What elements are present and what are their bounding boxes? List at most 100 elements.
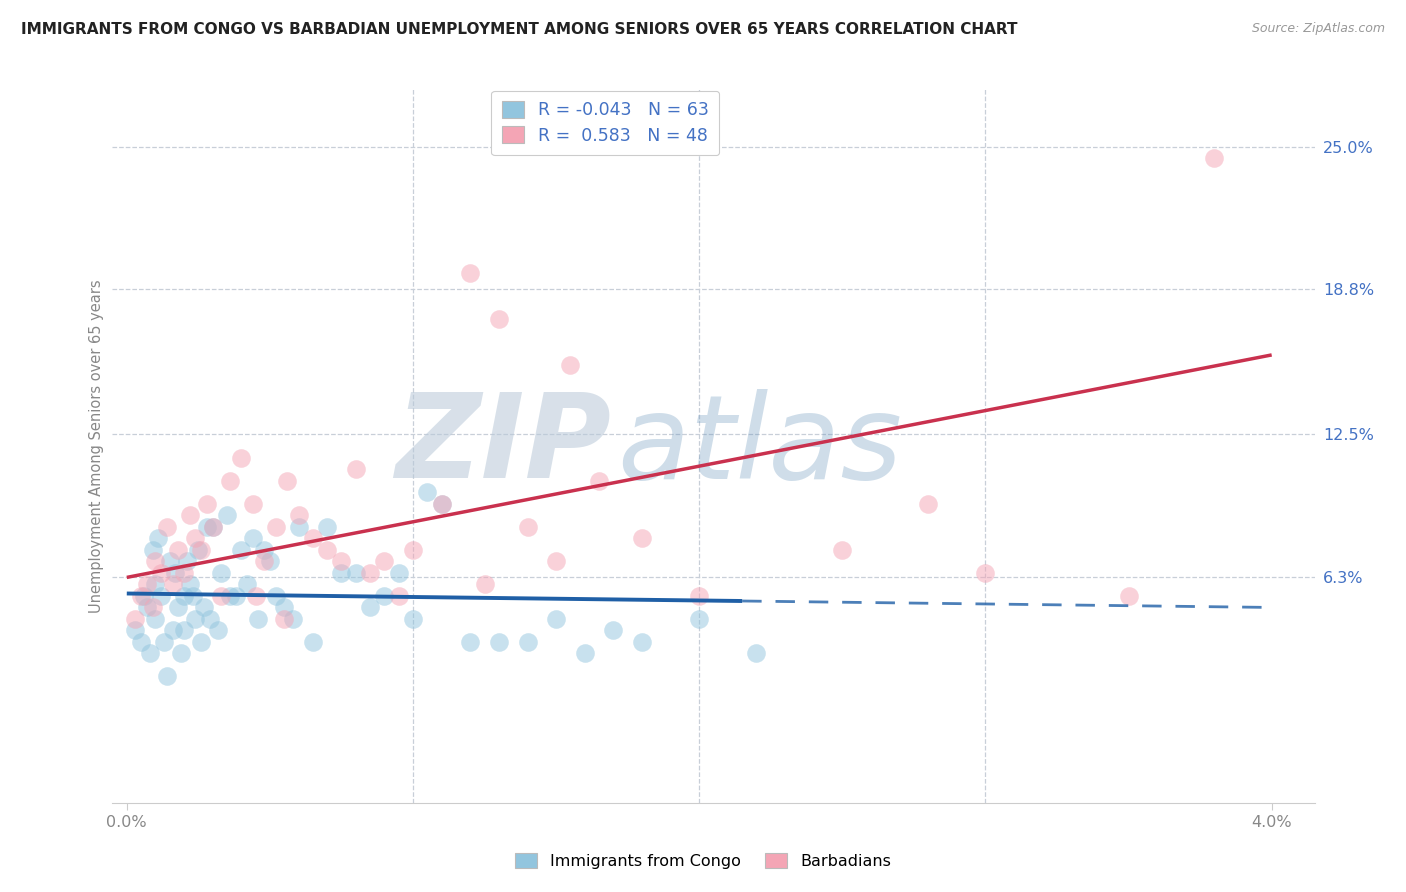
Point — [245, 589, 267, 603]
Text: IMMIGRANTS FROM CONGO VS BARBADIAN UNEMPLOYMENT AMONG SENIORS OVER 65 YEARS CORR: IMMIGRANTS FROM CONGO VS BARBADIAN UNEMP… — [21, 22, 1018, 37]
Point — [162, 577, 184, 591]
Point — [187, 542, 209, 557]
Point — [141, 542, 163, 557]
Point — [179, 577, 201, 591]
Point — [1118, 589, 1140, 603]
Legend: Immigrants from Congo, Barbadians: Immigrants from Congo, Barbadians — [508, 846, 898, 877]
Point — [150, 589, 173, 603]
Point — [176, 554, 198, 568]
Legend: R = -0.043   N = 63, R =  0.583   N = 48: R = -0.043 N = 63, R = 0.583 N = 48 — [491, 91, 720, 155]
Point — [218, 474, 240, 488]
Point — [148, 531, 170, 545]
Point — [145, 577, 167, 591]
Point — [145, 612, 167, 626]
Point — [135, 600, 157, 615]
Point — [225, 589, 247, 603]
Point — [388, 589, 411, 603]
Point — [388, 566, 411, 580]
Point — [181, 589, 204, 603]
Point — [330, 554, 353, 568]
Point — [173, 623, 195, 637]
Point — [190, 634, 212, 648]
Point — [588, 474, 610, 488]
Point — [631, 634, 654, 648]
Point — [173, 566, 195, 580]
Point — [688, 612, 710, 626]
Point — [276, 474, 298, 488]
Point — [170, 646, 193, 660]
Point — [359, 600, 381, 615]
Point — [430, 497, 453, 511]
Point — [253, 542, 276, 557]
Point — [179, 508, 201, 522]
Point — [373, 589, 395, 603]
Point — [159, 554, 181, 568]
Point — [458, 266, 481, 280]
Point — [745, 646, 768, 660]
Point — [193, 600, 215, 615]
Point — [344, 566, 367, 580]
Point — [218, 589, 240, 603]
Point — [316, 519, 339, 533]
Point — [156, 669, 179, 683]
Text: atlas: atlas — [617, 389, 903, 503]
Point — [330, 566, 353, 580]
Point — [516, 519, 538, 533]
Point — [145, 554, 167, 568]
Point — [253, 554, 276, 568]
Point — [209, 589, 232, 603]
Point — [287, 508, 309, 522]
Point — [129, 589, 152, 603]
Point — [209, 566, 232, 580]
Point — [167, 600, 190, 615]
Point — [242, 531, 264, 545]
Point — [184, 531, 207, 545]
Point — [602, 623, 624, 637]
Text: ZIP: ZIP — [395, 389, 612, 503]
Point — [273, 600, 295, 615]
Point — [273, 612, 295, 626]
Point — [124, 623, 146, 637]
Point — [195, 519, 218, 533]
Point — [207, 623, 229, 637]
Point — [1204, 151, 1226, 165]
Point — [301, 634, 323, 648]
Point — [135, 577, 157, 591]
Point — [359, 566, 381, 580]
Point — [242, 497, 264, 511]
Point — [162, 623, 184, 637]
Point — [129, 634, 152, 648]
Point — [138, 646, 160, 660]
Point — [198, 612, 221, 626]
Point — [259, 554, 281, 568]
Y-axis label: Unemployment Among Seniors over 65 years: Unemployment Among Seniors over 65 years — [89, 279, 104, 613]
Text: Source: ZipAtlas.com: Source: ZipAtlas.com — [1251, 22, 1385, 36]
Point — [574, 646, 596, 660]
Point — [631, 531, 654, 545]
Point — [917, 497, 939, 511]
Point — [688, 589, 710, 603]
Point — [190, 542, 212, 557]
Point — [831, 542, 853, 557]
Point — [287, 519, 309, 533]
Point — [488, 634, 510, 648]
Point — [165, 566, 187, 580]
Point — [153, 634, 176, 648]
Point — [173, 589, 195, 603]
Point — [150, 566, 173, 580]
Point — [264, 589, 287, 603]
Point — [156, 519, 179, 533]
Point — [264, 519, 287, 533]
Point — [201, 519, 224, 533]
Point — [516, 634, 538, 648]
Point — [124, 612, 146, 626]
Point — [231, 450, 253, 465]
Point — [373, 554, 395, 568]
Point — [247, 612, 270, 626]
Point — [301, 531, 323, 545]
Point — [231, 542, 253, 557]
Point — [184, 612, 207, 626]
Point — [141, 600, 163, 615]
Point — [474, 577, 496, 591]
Point — [974, 566, 997, 580]
